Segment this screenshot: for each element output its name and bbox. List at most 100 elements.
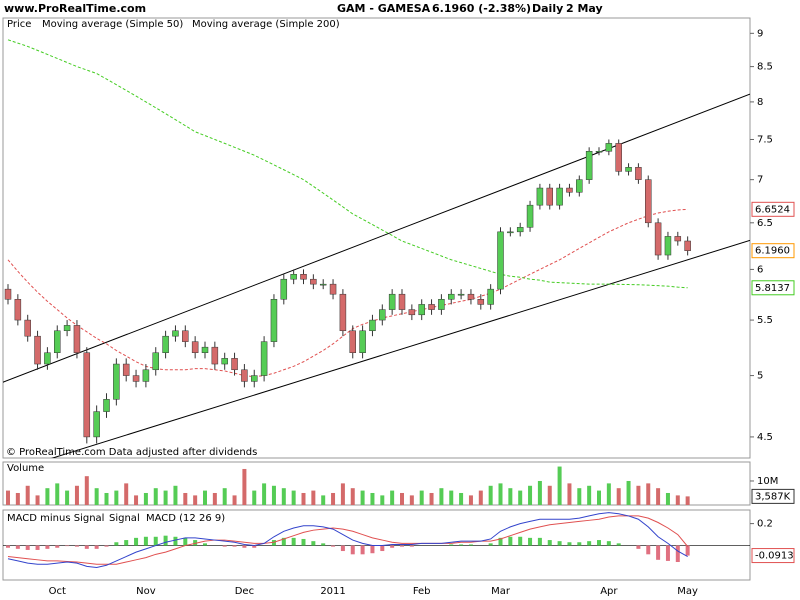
- volume-bar: [15, 492, 20, 505]
- volume-bar: [587, 485, 592, 505]
- macd-histogram-bar: [685, 545, 690, 556]
- macd-histogram-bar: [400, 545, 404, 547]
- volume-bar: [567, 483, 572, 505]
- value-box-label: 5.8137: [755, 283, 790, 294]
- volume-bar: [6, 490, 10, 505]
- candle-body: [556, 187, 563, 206]
- volume-bar: [252, 490, 257, 505]
- x-tick-label: 2011: [320, 586, 345, 597]
- macd-histogram-bar: [646, 545, 651, 555]
- moving-average: [7, 39, 688, 289]
- volume-bar: [547, 485, 552, 505]
- volume-bar: [321, 495, 326, 505]
- volume-bar: [606, 483, 611, 505]
- volume-bar: [498, 483, 503, 505]
- volume-bar: [636, 485, 641, 505]
- candle-body: [162, 335, 169, 353]
- candle-body: [93, 411, 100, 438]
- macd-histogram-bar: [134, 537, 139, 546]
- candle-body: [477, 299, 485, 305]
- volume-bar: [370, 492, 375, 505]
- macd-histogram-bar: [547, 540, 552, 546]
- volume-bar: [380, 495, 385, 505]
- candle-body: [290, 274, 297, 280]
- macd-histogram-bar: [468, 544, 473, 546]
- x-tick-label: May: [677, 586, 698, 597]
- volume-bar: [183, 492, 188, 505]
- candle-body: [566, 187, 573, 193]
- candle-body: [251, 375, 258, 382]
- volume-bar: [459, 492, 464, 505]
- candle-body: [83, 352, 91, 438]
- y-tick-label: 6: [757, 264, 763, 275]
- candle-body: [536, 187, 544, 206]
- value-box: [751, 488, 795, 504]
- volume-bar: [557, 466, 562, 505]
- legend-entry: Signal: [109, 513, 140, 524]
- site: www.ProRealTime.com: [4, 2, 146, 15]
- candle-body: [546, 187, 553, 206]
- macd-histogram-bar: [291, 537, 296, 546]
- panel-title: Volume: [7, 463, 44, 474]
- value-box: [751, 201, 795, 217]
- candle-body: [4, 288, 12, 300]
- y-tick-label: 0.2: [757, 519, 773, 530]
- footnote: © ProRealTime.com Data adjusted after di…: [6, 447, 257, 458]
- candle-body: [497, 231, 504, 290]
- volume-bar: [646, 483, 651, 505]
- volume-bar: [143, 492, 148, 505]
- volume-bar: [311, 490, 316, 505]
- candle-body: [310, 278, 317, 285]
- candle-body: [231, 358, 238, 371]
- volume-bar: [675, 495, 680, 505]
- volume-bar: [518, 490, 523, 505]
- candle-body: [635, 167, 642, 180]
- candle-body: [674, 236, 682, 242]
- candle-body: [182, 330, 189, 342]
- volume-bar: [222, 488, 227, 505]
- candle-body: [34, 335, 41, 365]
- candle-body: [428, 304, 435, 310]
- macd-histogram-bar: [163, 535, 168, 546]
- macd-histogram-bar: [587, 541, 592, 546]
- macd-histogram-bar: [252, 545, 257, 548]
- period: Daily: [532, 2, 563, 15]
- volume-bar: [153, 488, 158, 505]
- macd-histogram-bar: [94, 545, 99, 549]
- volume-bar: [597, 490, 601, 505]
- volume-bar: [55, 483, 60, 505]
- volume-bar: [537, 480, 542, 505]
- macd-histogram-bar: [74, 545, 79, 547]
- candle-body: [113, 363, 120, 400]
- macd-histogram-bar: [528, 537, 533, 546]
- moving-average: [7, 208, 688, 378]
- volume-bar: [301, 492, 306, 505]
- quote: 6.1960 (-2.38%): [432, 2, 531, 15]
- macd-histogram-bar: [153, 536, 158, 546]
- value-box-label: 6.6524: [755, 204, 790, 215]
- macd-histogram-bar: [390, 545, 395, 548]
- candle-body: [615, 143, 622, 172]
- y-tick-label: 4.5: [757, 432, 773, 443]
- volume-bar: [212, 492, 217, 505]
- macd-histogram-bar: [370, 545, 375, 554]
- candle-body: [132, 375, 140, 382]
- volume-bar: [291, 490, 296, 505]
- macd-histogram-bar: [675, 545, 680, 563]
- candle-body: [54, 330, 61, 353]
- candle-body: [339, 293, 347, 332]
- trendline: [51, 239, 750, 458]
- volume-bar: [271, 485, 276, 505]
- macd-histogram-bar: [606, 541, 611, 546]
- volume-bar: [468, 495, 473, 505]
- y-tick-label: 5.5: [757, 315, 773, 326]
- macd-histogram-bar: [616, 543, 621, 546]
- volume-bar: [360, 490, 365, 505]
- candle-body: [388, 293, 396, 310]
- macd-histogram-bar: [104, 545, 109, 547]
- volume-bar: [74, 485, 79, 505]
- candle-body: [241, 369, 248, 382]
- y-tick-label: 10M: [757, 476, 778, 487]
- macd-histogram-bar: [203, 543, 207, 546]
